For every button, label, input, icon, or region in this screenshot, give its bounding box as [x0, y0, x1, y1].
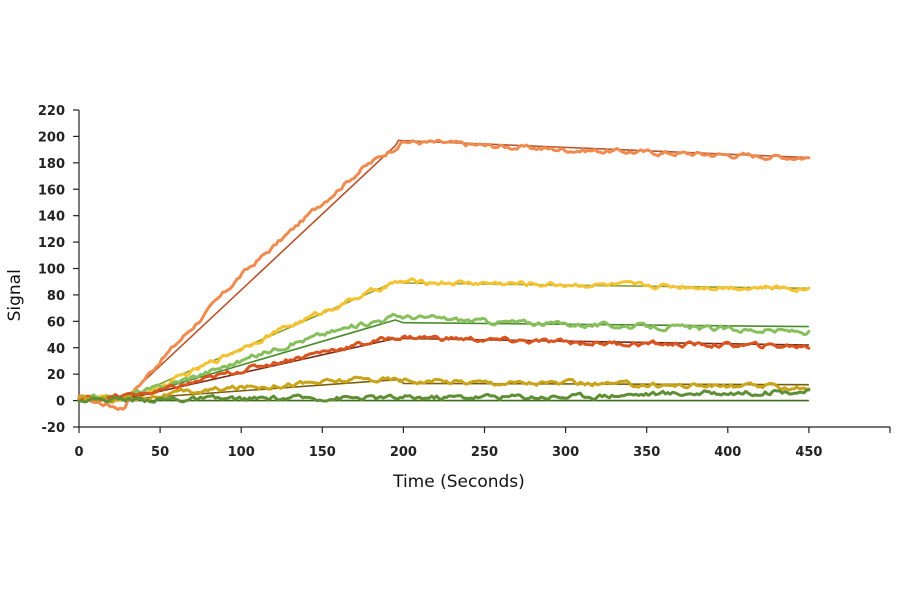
y-tick-label: 120 [38, 236, 65, 251]
y-tick-label: 60 [47, 315, 65, 330]
y-tick-label: 220 [38, 104, 65, 119]
y-tick-label: 20 [47, 368, 65, 383]
fit-lines [79, 139, 809, 402]
x-tick-label: 150 [309, 445, 336, 460]
x-tick-label: 450 [795, 445, 822, 460]
series-line [77, 388, 811, 404]
y-tick-label: 100 [38, 263, 65, 278]
x-tick-label: 250 [471, 445, 498, 460]
x-axis-title: Time (Seconds) [392, 472, 525, 492]
y-tick-label: 180 [38, 157, 65, 172]
series-line [77, 312, 811, 402]
x-tick-label: 50 [151, 445, 169, 460]
x-tick-label: 300 [552, 445, 579, 460]
y-tick-label: 160 [38, 183, 65, 198]
y-tick-label: 40 [47, 342, 65, 357]
y-axis-title: Signal [5, 269, 25, 321]
y-tick-label: 0 [56, 395, 65, 410]
x-tick-label: 400 [714, 445, 741, 460]
x-tick-label: 0 [74, 445, 83, 460]
y-tick-label: 200 [38, 130, 65, 145]
series-line [77, 277, 811, 403]
x-tick-label: 200 [390, 445, 417, 460]
x-tick-label: 350 [633, 445, 660, 460]
y-tick-label: 80 [47, 289, 65, 304]
fit-line [79, 139, 809, 401]
series-line [77, 334, 811, 403]
y-tick-label: 140 [38, 210, 65, 225]
y-tick-label: -20 [42, 421, 66, 436]
x-tick-label: 100 [228, 445, 255, 460]
series-line [77, 138, 811, 411]
series-line [77, 375, 811, 404]
series-lines [77, 138, 811, 411]
tick-group: -20 0 20 40 60 80 100 120 140 160 180 200 220 0 50 100 1… [38, 104, 891, 460]
